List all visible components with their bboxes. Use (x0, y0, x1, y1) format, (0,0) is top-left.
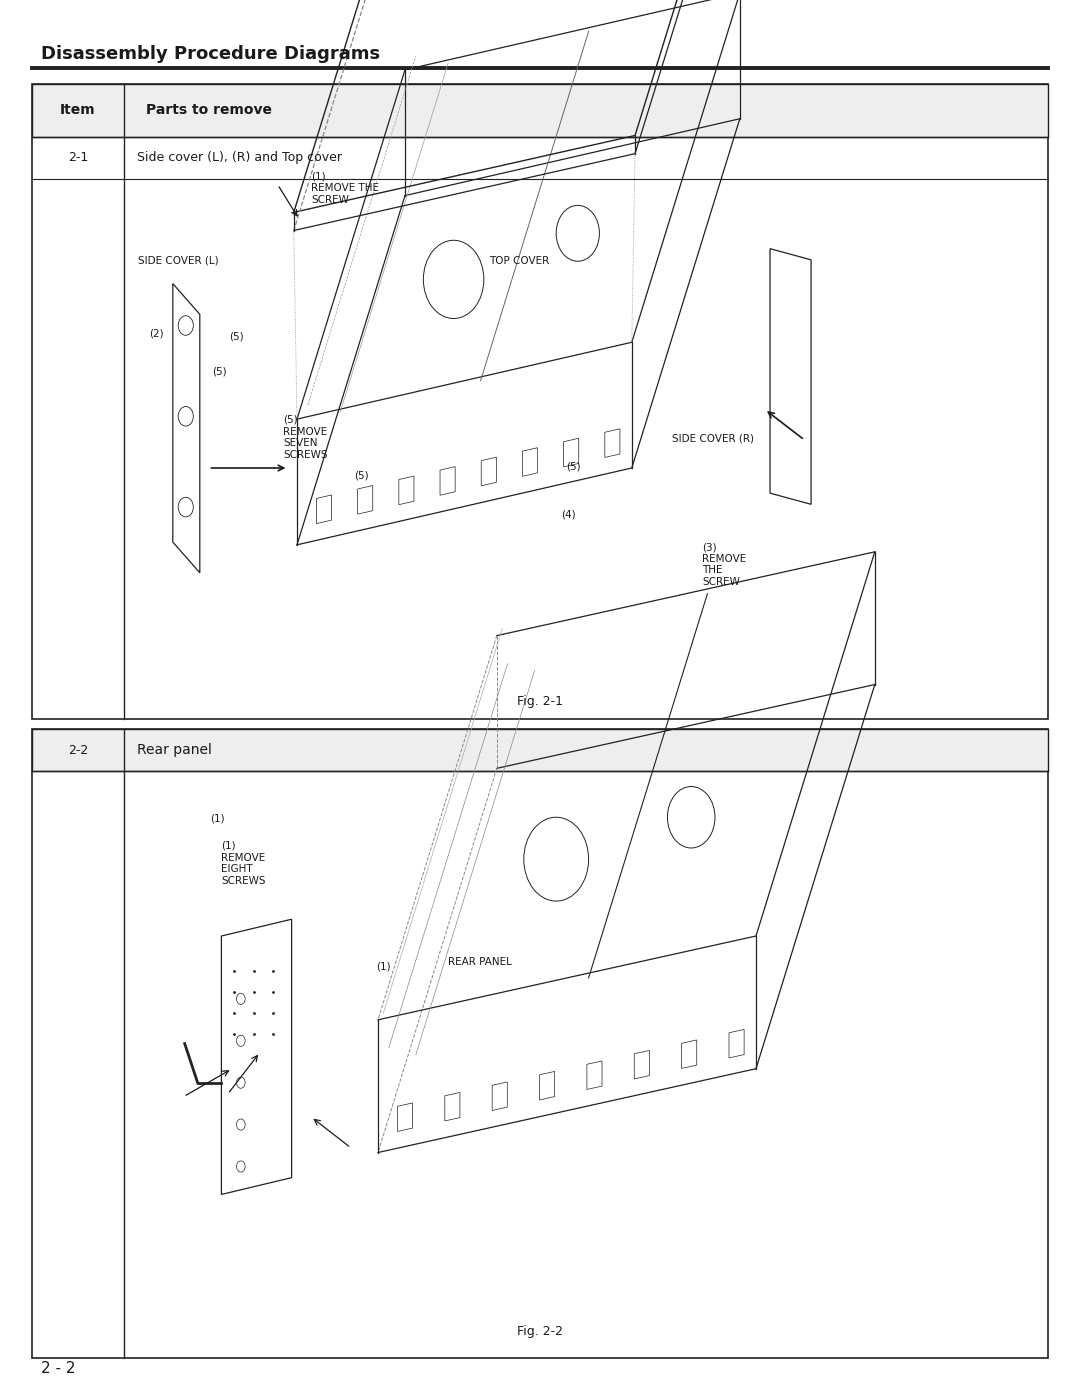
Text: (2): (2) (149, 328, 164, 338)
Text: (4): (4) (562, 510, 577, 520)
Text: Fig. 2-2: Fig. 2-2 (517, 1326, 563, 1338)
Text: (5): (5) (566, 461, 581, 471)
Text: Parts to remove: Parts to remove (146, 103, 272, 117)
Text: (5): (5) (354, 471, 369, 481)
Text: Disassembly Procedure Diagrams: Disassembly Procedure Diagrams (41, 45, 380, 63)
Text: 2-2: 2-2 (68, 743, 87, 757)
Text: Item: Item (60, 103, 95, 117)
Text: 2 - 2: 2 - 2 (41, 1361, 76, 1376)
Text: Rear panel: Rear panel (137, 743, 212, 757)
Text: Side cover (L), (R) and Top cover: Side cover (L), (R) and Top cover (137, 151, 342, 165)
Text: (5)
REMOVE
SEVEN
SCREWS: (5) REMOVE SEVEN SCREWS (283, 415, 327, 460)
Text: (3)
REMOVE
THE
SCREW: (3) REMOVE THE SCREW (702, 542, 746, 587)
FancyBboxPatch shape (32, 729, 1048, 771)
Text: (1): (1) (211, 813, 226, 823)
Text: SIDE COVER (R): SIDE COVER (R) (672, 433, 754, 443)
Text: (1)
REMOVE THE
SCREW: (1) REMOVE THE SCREW (311, 172, 379, 205)
Text: (1)
REMOVE
EIGHT
SCREWS: (1) REMOVE EIGHT SCREWS (221, 841, 266, 886)
Text: 2-1: 2-1 (68, 151, 87, 165)
FancyBboxPatch shape (32, 84, 1048, 137)
Text: SIDE COVER (L): SIDE COVER (L) (138, 256, 219, 265)
Text: TOP COVER: TOP COVER (489, 256, 550, 265)
Text: (5): (5) (229, 331, 244, 341)
Text: Fig. 2-1: Fig. 2-1 (517, 696, 563, 708)
Text: (1): (1) (376, 961, 391, 971)
Text: REAR PANEL: REAR PANEL (448, 957, 512, 967)
Text: (5): (5) (212, 366, 227, 376)
